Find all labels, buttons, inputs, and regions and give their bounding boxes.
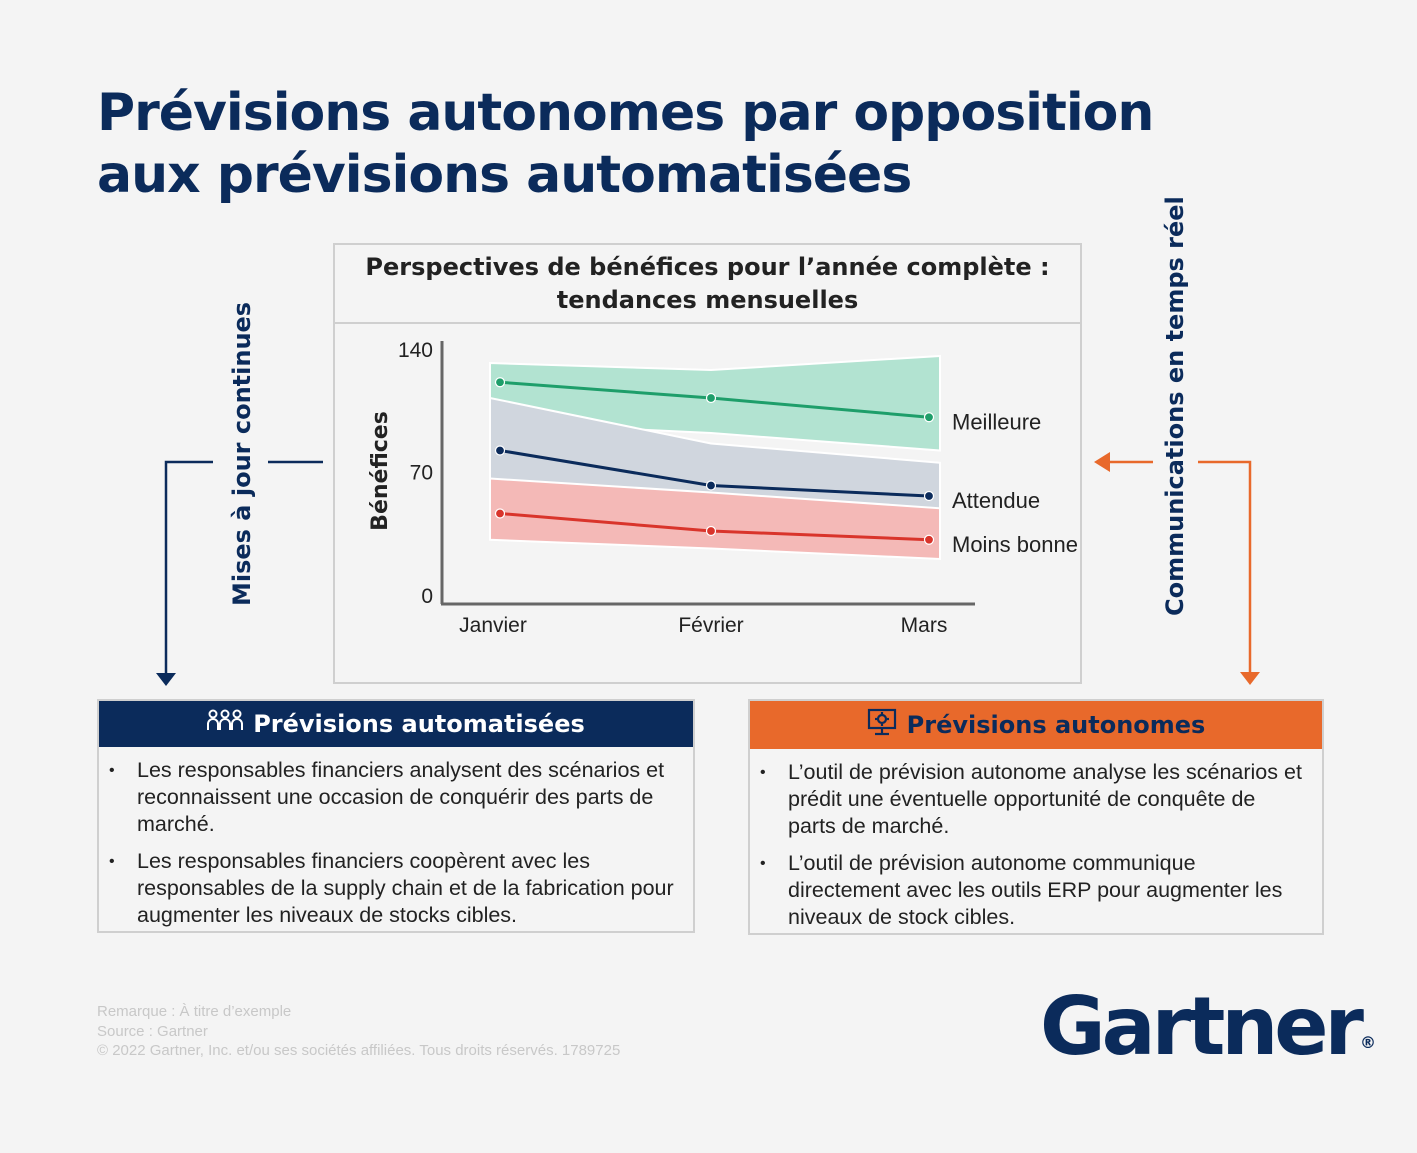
autonomous-forecast-header: Prévisions autonomes [750, 701, 1322, 749]
data-point-1-2 [923, 490, 935, 502]
chart-container: Perspectives de bénéfices pour l’année c… [333, 243, 1082, 684]
data-point-1-0 [494, 445, 506, 456]
series-label-0: Meilleure [952, 409, 1041, 434]
x-tick-label: Janvier [459, 614, 527, 637]
right-arrow-head-down [1240, 672, 1260, 685]
footer: Remarque : À titre d’exemple Source : Ga… [97, 1002, 620, 1061]
autonomous-forecast-list: L’outil de prévision autonome analyse le… [750, 749, 1322, 931]
automated-forecast-title: Prévisions automatisées [253, 710, 585, 738]
right-connector-line [1198, 460, 1252, 673]
autonomous-forecast-title: Prévisions autonomes [906, 711, 1206, 739]
autonomous-forecast-panel: Prévisions autonomes L’outil de prévisio… [748, 699, 1324, 935]
y-tick-label: 140 [398, 339, 433, 362]
list-item: Les responsables financiers coopèrent av… [109, 848, 679, 929]
left-arrow-head [156, 673, 176, 686]
data-point-0-2 [923, 412, 935, 423]
data-point-2-1 [705, 525, 717, 537]
computer-gear-icon [867, 708, 897, 742]
data-point-0-0 [494, 377, 506, 388]
list-item: Les responsables financiers analysent de… [109, 757, 679, 838]
left-vertical-label: Mises à jour continues [228, 301, 256, 606]
gartner-logo: Gartner® [1040, 980, 1376, 1073]
data-point-2-2 [923, 534, 935, 545]
y-axis-label: Bénéfices [368, 411, 393, 531]
footer-copyright: © 2022 Gartner, Inc. et/ou ses sociétés … [97, 1042, 621, 1059]
page-title: Prévisions autonomes par opposition aux … [97, 83, 1154, 205]
list-item: L’outil de prévision autonome communique… [760, 850, 1308, 931]
x-tick-label: Février [678, 614, 743, 637]
automated-forecast-header: Prévisions automatisées [99, 701, 693, 747]
series-label-2: Moins bonne [952, 532, 1078, 557]
chart-title: Perspectives de bénéfices pour l’année c… [335, 245, 1080, 324]
y-tick-label: 70 [410, 462, 433, 485]
footer-note: Remarque : À titre d’exemple [97, 1003, 292, 1020]
x-tick-label: Mars [901, 614, 948, 637]
y-tick-label: 0 [421, 585, 433, 608]
people-icon [207, 708, 244, 740]
footer-source: Source : Gartner [97, 1022, 208, 1040]
left-connector-line [164, 460, 213, 675]
logo-text: Gartner [1040, 980, 1364, 1073]
automated-forecast-list: Les responsables financiers analysent de… [99, 747, 693, 929]
right-vertical-label: Communications en temps réel [1161, 196, 1189, 616]
list-item: L’outil de prévision autonome analyse le… [760, 759, 1308, 840]
logo-registered-mark: ® [1360, 1033, 1377, 1052]
data-point-1-1 [705, 480, 717, 491]
data-point-0-1 [705, 392, 717, 404]
profit-chart: Meilleure Attendue Moins bonne 140 70 0 Janvie… [368, 339, 1078, 637]
band-2 [489, 477, 941, 561]
automated-forecast-panel: Prévisions automatisées Les responsables… [97, 699, 695, 933]
data-point-2-0 [494, 508, 506, 519]
right-arrow-head-left [1094, 452, 1110, 472]
series-label-1: Attendue [952, 488, 1040, 513]
